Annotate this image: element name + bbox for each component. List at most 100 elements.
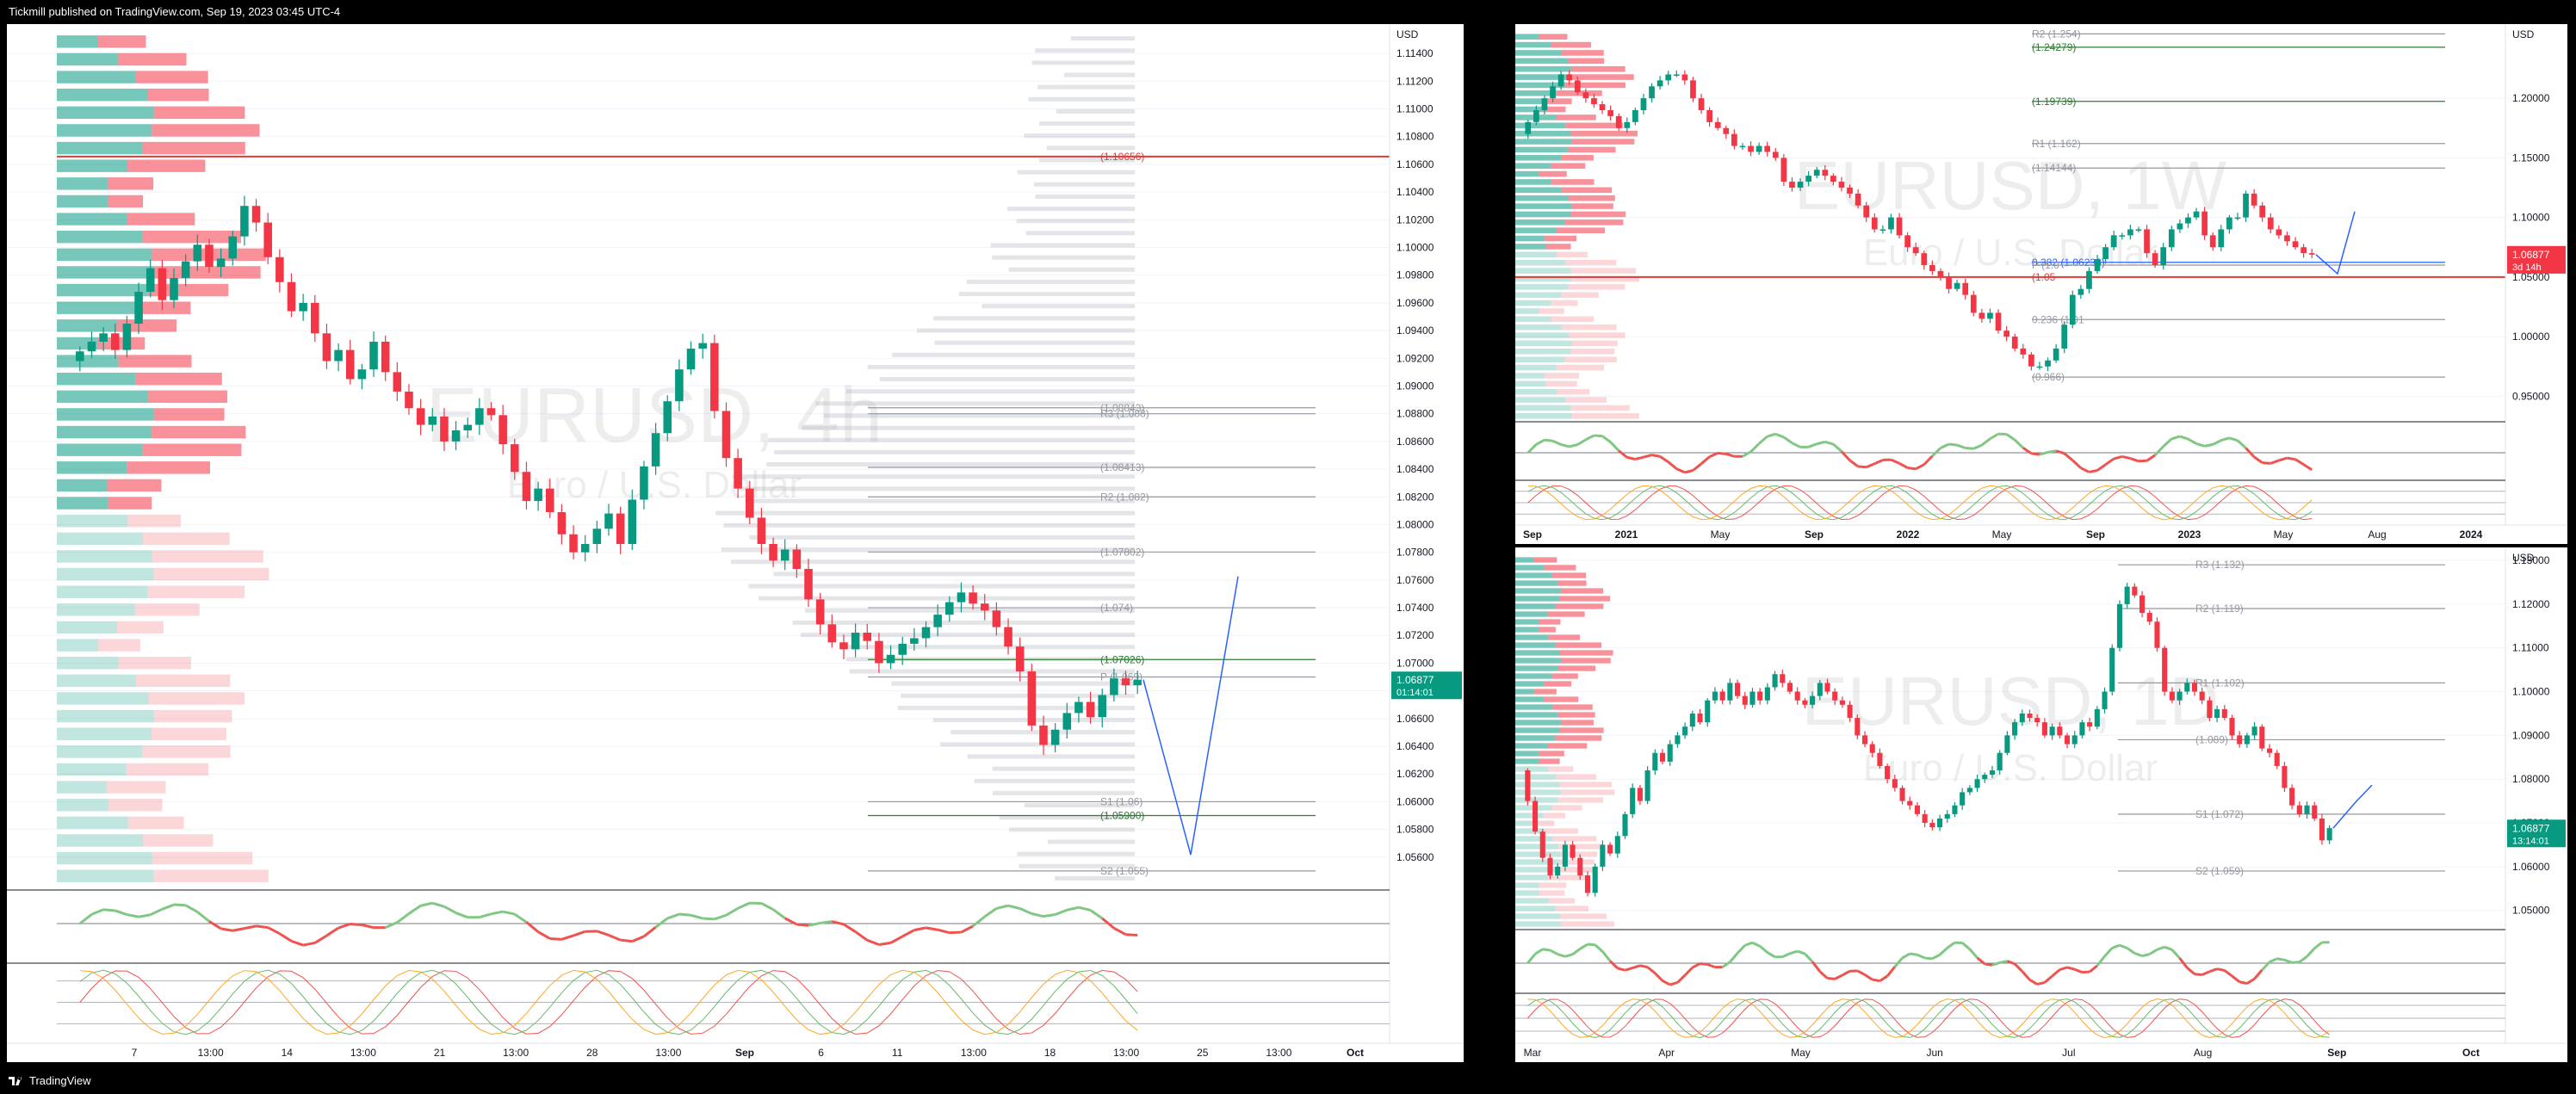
candle-body	[381, 341, 390, 373]
candle-body	[369, 341, 378, 370]
time-axis: Sep 2021 May Sep 2022 May Sep 2023 May Aug 2024	[1515, 524, 2567, 544]
momentum-segment	[1569, 443, 1578, 448]
momentum-segment	[1594, 943, 1604, 953]
candle-body	[1912, 247, 1919, 254]
momentum-segment	[1560, 443, 1570, 448]
session-profile-bar	[730, 559, 1135, 565]
profile-bar-up	[1515, 146, 1569, 153]
chart-svg[interactable]: EURUSD, 1D Euro / U.S. Dollar R3 (1.132) R2…	[1515, 547, 2567, 1062]
candle-body	[2094, 708, 2100, 727]
profile-bar-up	[1515, 106, 1545, 113]
session-profile-bar	[981, 304, 1135, 309]
candle-body	[1786, 683, 1793, 692]
time-axis-bg	[7, 1043, 1464, 1062]
momentum-segment	[725, 906, 739, 917]
profile-bar-down	[136, 674, 231, 688]
candle-body	[2209, 235, 2216, 248]
profile-bar-up	[1515, 658, 1561, 664]
momentum-segment	[666, 912, 680, 920]
watermark-name: Euro / U.S. Dollar	[1863, 232, 2158, 274]
time-tick: Jul	[2062, 1047, 2075, 1059]
momentum-segment	[2179, 435, 2189, 441]
candle-body	[1937, 270, 1944, 277]
chart-pane-1w[interactable]: EURUSD, 1W Euro / U.S. Dollar R2 (1.254) (1…	[1515, 24, 2567, 544]
candle-body	[875, 640, 883, 664]
profile-bar-down	[1570, 349, 1615, 355]
profile-bar-up	[57, 745, 142, 758]
candle-body	[604, 513, 613, 529]
candles	[76, 195, 1142, 756]
momentum-segment	[1651, 454, 1661, 458]
profile-bar-up	[1515, 332, 1570, 338]
profile-bar-up	[1515, 565, 1545, 571]
momentum-segment	[1669, 980, 1678, 986]
profile-bar-up	[1515, 704, 1552, 710]
profile-bar-up	[1515, 373, 1545, 379]
momentum-segment	[2121, 454, 2131, 460]
profile-bar-up	[57, 71, 136, 83]
candle-body	[628, 499, 637, 544]
time-tick: 2024	[2460, 528, 2483, 541]
momentum-segment	[1811, 961, 1821, 973]
level-label: R3 (1.132)	[2195, 559, 2245, 571]
session-profile-bar	[748, 584, 1135, 589]
profile-bar-up	[57, 514, 128, 528]
candle-body	[1921, 253, 1928, 265]
session-profile-bar	[992, 766, 1135, 771]
momentum-segment	[1601, 950, 1612, 962]
chart-pane-4h[interactable]: EURUSD, 4h Euro / U.S. Dollar (1.10656) R3 …	[7, 24, 1464, 1062]
momentum-segment	[1684, 469, 1694, 474]
price-tick: 1.05600	[1396, 851, 1434, 863]
momentum-segment	[2141, 953, 2151, 958]
momentum-segment	[913, 926, 926, 932]
time-tick: 2022	[1897, 528, 1920, 541]
candle-body	[2071, 735, 2078, 745]
momentum-segment	[1824, 440, 1834, 446]
watermark-name: Euro / U.S. Dollar	[1863, 747, 2158, 789]
candle-body	[557, 511, 567, 535]
profile-bar-down	[126, 763, 209, 776]
price-tick: 1.10400	[1396, 186, 1434, 198]
candle-body	[1574, 80, 1581, 93]
last-price-tag	[2507, 819, 2566, 848]
profile-bar-down	[153, 709, 232, 723]
profile-bar-down	[1561, 324, 1617, 331]
profile-bar-down	[117, 53, 187, 66]
profile-bar-up	[1515, 74, 1571, 80]
chart-pane-1d[interactable]: EURUSD, 1D Euro / U.S. Dollar R3 (1.132) R2…	[1515, 547, 2567, 1062]
candle-body	[2028, 354, 2034, 367]
profile-bar-down	[1543, 813, 1565, 819]
session-profile-bar	[990, 243, 1135, 248]
indicator-momentum	[7, 889, 1390, 947]
time-tick: 14	[282, 1047, 294, 1059]
profile-bar-up	[1515, 179, 1551, 185]
candle-body	[276, 257, 284, 282]
profile-bar-down	[153, 266, 261, 279]
session-profile-bar	[732, 474, 1135, 479]
tradingview-logo[interactable]: TradingView	[9, 1074, 91, 1087]
momentum-segment	[2005, 433, 2016, 442]
momentum-segment	[1585, 434, 1595, 442]
momentum-segment	[1526, 443, 1538, 454]
candle-body	[1896, 217, 1903, 236]
session-profile-bar	[1024, 133, 1135, 139]
momentum-segment	[1571, 948, 1582, 955]
momentum-segment	[337, 923, 351, 930]
profile-bar-down	[1539, 758, 1560, 764]
profile-bar-down	[1559, 782, 1613, 788]
time-tick: Sep	[1523, 528, 1542, 541]
currency-label: USD	[1396, 28, 1419, 40]
price-tick: 1.06400	[1396, 740, 1434, 752]
momentum-segment	[2022, 447, 2033, 455]
candle-body	[2312, 805, 2318, 819]
profile-bar-up	[1515, 735, 1556, 741]
candle-body	[416, 408, 425, 425]
candle-body	[2086, 270, 2092, 289]
momentum-segment	[1544, 438, 1553, 442]
profile-bar-down	[1557, 665, 1596, 671]
session-profile-bar	[992, 790, 1135, 795]
candle-body	[1929, 265, 1935, 271]
session-profile-bar	[1008, 827, 1135, 832]
